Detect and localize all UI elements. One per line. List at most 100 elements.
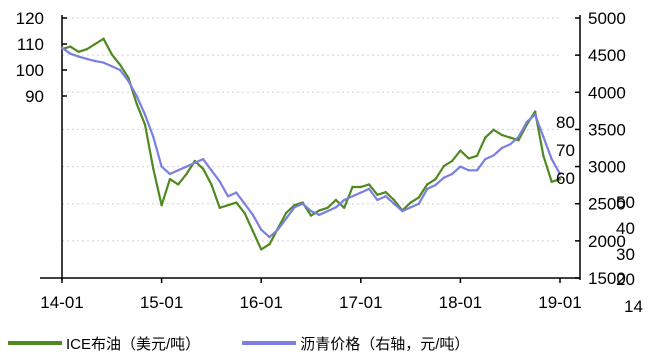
data-point (434, 183, 437, 187)
data-point (343, 198, 346, 202)
data-point (102, 61, 105, 64)
legend: ICE布油（美元/吨） 沥青价格（右轴，元/吨） (8, 330, 511, 356)
data-point (326, 209, 329, 213)
data-point (301, 202, 304, 205)
right-tick-label: 4500 (588, 46, 626, 65)
data-point (85, 48, 89, 51)
data-point (85, 57, 89, 61)
data-point (110, 65, 114, 68)
data-point (235, 201, 238, 204)
data-point (168, 178, 172, 181)
data-point (492, 128, 495, 131)
data-point (417, 196, 421, 199)
data-point (434, 178, 437, 181)
left-tick-label: 120 (16, 9, 44, 28)
data-point (69, 45, 72, 48)
tick-labels: 120 110 100 90 5000 4500 4000 3500 3000 2500 2000 1… (16, 9, 643, 316)
data-point (517, 135, 520, 139)
data-point (500, 133, 504, 137)
data-point (268, 235, 271, 239)
stray-axis-label: 80 (556, 113, 575, 132)
data-point (127, 79, 130, 83)
data-point (509, 143, 512, 146)
series-line-asphalt (61, 46, 561, 239)
data-point (160, 165, 163, 168)
data-point (284, 211, 288, 215)
data-point (276, 228, 279, 231)
data-point (442, 176, 445, 179)
data-point (185, 165, 188, 168)
data-point (442, 165, 445, 168)
x-tick-label: 15-01 (140, 293, 183, 312)
data-point (152, 167, 155, 170)
data-point (226, 195, 230, 198)
stray-axis-label: 30 (616, 245, 635, 264)
stray-axis-label: 50 (616, 193, 635, 212)
data-point (450, 159, 454, 163)
series-points-asphalt (60, 46, 562, 239)
data-point (135, 102, 138, 106)
data-point (218, 206, 221, 209)
data-point (160, 204, 163, 207)
series-points-brent (60, 37, 562, 251)
data-point (77, 55, 80, 58)
data-point (367, 187, 371, 191)
data-point (309, 209, 313, 213)
data-point (376, 193, 379, 196)
data-point (210, 169, 213, 172)
data-point (426, 183, 429, 186)
legend-item-brent: ICE布油（美元/吨） (8, 333, 200, 354)
data-point (367, 183, 371, 186)
data-point (359, 191, 362, 194)
data-point (60, 46, 64, 49)
data-point (201, 157, 205, 161)
data-point (550, 157, 553, 161)
data-point (251, 213, 255, 217)
left-tick-label: 100 (16, 61, 44, 80)
data-point (533, 110, 537, 113)
stray-axis-label: 20 (616, 270, 635, 289)
data-point (343, 206, 346, 209)
right-tick-label: 2000 (588, 232, 626, 251)
stray-axis-label: 70 (556, 141, 575, 160)
data-point (260, 248, 263, 251)
data-point (102, 37, 105, 40)
data-point (509, 136, 512, 139)
right-tick-label: 2500 (588, 195, 626, 214)
data-point (235, 191, 238, 194)
data-point (558, 178, 562, 181)
left-tick-label: 90 (25, 87, 44, 106)
series-lines (60, 37, 562, 251)
data-point (533, 113, 537, 116)
data-point (243, 202, 246, 205)
data-point (318, 213, 321, 217)
x-tick-label: 17-01 (339, 293, 382, 312)
data-point (401, 209, 404, 213)
right-tick-label: 3500 (588, 120, 626, 139)
x-tick-label: 19-01 (538, 293, 581, 312)
legend-item-asphalt: 沥青价格（右轴，元/吨） (242, 333, 469, 354)
data-point (426, 187, 429, 191)
data-point (351, 185, 354, 189)
legend-swatch-asphalt (242, 341, 297, 345)
data-point (517, 139, 520, 142)
stray-axis-label: 60 (556, 169, 575, 188)
data-point (293, 204, 296, 207)
legend-swatch-brent (8, 341, 62, 345)
data-point (177, 183, 180, 186)
x-tick-label: 16-01 (239, 293, 282, 312)
right-tick-label: 5000 (588, 9, 626, 28)
data-point (351, 195, 354, 198)
data-point (326, 206, 329, 209)
data-point (210, 183, 213, 186)
data-point (118, 63, 122, 66)
data-point (293, 206, 296, 209)
data-point (94, 42, 97, 46)
data-point (334, 198, 338, 202)
data-point (284, 217, 288, 220)
data-point (143, 113, 147, 116)
data-point (542, 135, 545, 139)
data-point (484, 136, 487, 139)
data-point (177, 169, 180, 172)
